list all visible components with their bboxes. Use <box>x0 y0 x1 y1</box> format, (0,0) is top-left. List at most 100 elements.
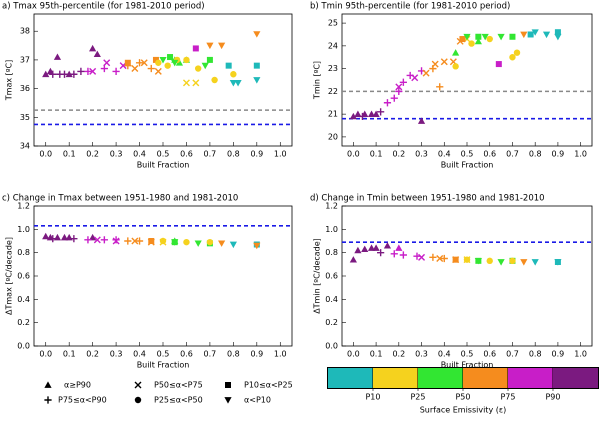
x-axis-label: Built Fraction <box>137 161 190 170</box>
plot-area <box>341 205 593 347</box>
point <box>89 44 97 52</box>
series <box>42 232 179 244</box>
legend-marker <box>134 381 142 389</box>
point <box>60 233 69 241</box>
colorbar-label: Surface Emissivity (ε) <box>420 406 507 415</box>
point <box>531 259 539 266</box>
colorbar-segment <box>373 368 418 388</box>
x-tick-label: 0.9 <box>552 150 565 159</box>
x-tick-label: 0.3 <box>415 350 428 359</box>
point <box>65 233 73 241</box>
point <box>390 250 398 258</box>
point <box>218 42 226 50</box>
point <box>399 251 407 259</box>
legend-marker <box>44 396 52 404</box>
legend-label: P75≤α<P90 <box>58 396 107 405</box>
point <box>481 33 489 41</box>
colorbar-tick-label: P25 <box>410 393 425 402</box>
x-tick-label: 1.0 <box>574 350 587 359</box>
plot-area <box>341 13 593 147</box>
x-tick-label: 0.9 <box>250 350 263 359</box>
point <box>554 259 562 266</box>
x-tick-label: 0.3 <box>110 350 123 359</box>
y-tick-label: 0.4 <box>325 295 338 304</box>
point <box>361 245 369 253</box>
point <box>509 54 516 61</box>
point <box>42 70 50 78</box>
series <box>459 29 561 68</box>
point <box>154 67 162 75</box>
series <box>377 249 448 263</box>
point <box>70 70 78 78</box>
point <box>152 56 159 63</box>
point <box>377 108 385 116</box>
chart-title: c) Change in Tmax between 1951-1980 and … <box>2 194 238 204</box>
colorbar-tick-label: P10 <box>365 393 380 402</box>
y-axis-label: Tmin [ºC] <box>313 61 322 100</box>
series <box>463 256 516 265</box>
point <box>349 256 357 263</box>
y-tick-label: 38 <box>20 27 30 36</box>
x-tick-label: 0.3 <box>415 150 428 159</box>
x-tick-label: 0.7 <box>506 350 519 359</box>
point <box>554 29 561 36</box>
point <box>135 237 144 245</box>
legend-marker <box>134 396 142 404</box>
point <box>383 242 392 249</box>
x-tick-label: 1.0 <box>274 150 287 159</box>
point <box>390 94 398 102</box>
x-tick-label: 0.8 <box>529 150 542 159</box>
y-tick-label: 24 <box>328 41 338 50</box>
y-tick-label: 20 <box>328 132 338 141</box>
point <box>112 237 120 245</box>
y-tick-label: 0.2 <box>325 318 338 327</box>
x-tick-label: 0.0 <box>347 350 360 359</box>
y-axis-label: Tmax [ºC] <box>5 60 14 101</box>
point <box>192 45 199 52</box>
point <box>206 56 213 63</box>
y-tick-label: 0.6 <box>17 272 30 281</box>
x-tick-label: 0.7 <box>506 150 519 159</box>
plot-area <box>33 205 293 347</box>
point <box>509 33 516 40</box>
point <box>395 87 403 95</box>
y-tick-label: 23 <box>328 64 338 73</box>
point <box>495 61 502 68</box>
series <box>474 257 562 266</box>
colorbar-tick-label: P90 <box>545 393 560 402</box>
point <box>411 74 419 82</box>
chart-title: a) Tmax 95th-percentile (for 1981-2010 p… <box>2 2 205 12</box>
point <box>164 62 171 69</box>
x-tick-label: 0.8 <box>227 150 240 159</box>
x-tick-label: 0.5 <box>461 150 474 159</box>
point <box>513 49 521 56</box>
point <box>253 242 261 250</box>
y-tick-label: 22 <box>328 87 338 96</box>
point <box>84 67 92 75</box>
point <box>84 236 92 244</box>
legend-label: P50≤α<P75 <box>154 381 203 390</box>
x-tick-label: 1.0 <box>274 350 287 359</box>
point <box>253 62 260 69</box>
point <box>159 237 167 245</box>
x-tick-label: 0.4 <box>438 150 451 159</box>
point <box>422 69 430 77</box>
point <box>497 33 505 41</box>
legend-marker <box>225 382 231 388</box>
point <box>452 63 459 70</box>
point <box>474 257 482 265</box>
chart-title: b) Tmin 95th-percentile (for 1981-2010 p… <box>310 2 510 12</box>
x-tick-label: 0.5 <box>461 350 474 359</box>
point <box>42 232 50 240</box>
legend-marker <box>224 397 232 404</box>
x-tick-label: 0.6 <box>483 350 496 359</box>
y-tick-label: 25 <box>328 19 338 28</box>
y-tick-label: 1.2 <box>325 202 338 211</box>
chart-title: d) Change in Tmin between 1951-1980 and … <box>310 194 545 204</box>
point <box>155 59 162 66</box>
x-tick-label: 0.1 <box>63 350 76 359</box>
plot-area <box>33 13 293 147</box>
point <box>520 31 528 39</box>
x-tick-label: 0.8 <box>529 350 542 359</box>
point <box>468 40 475 47</box>
